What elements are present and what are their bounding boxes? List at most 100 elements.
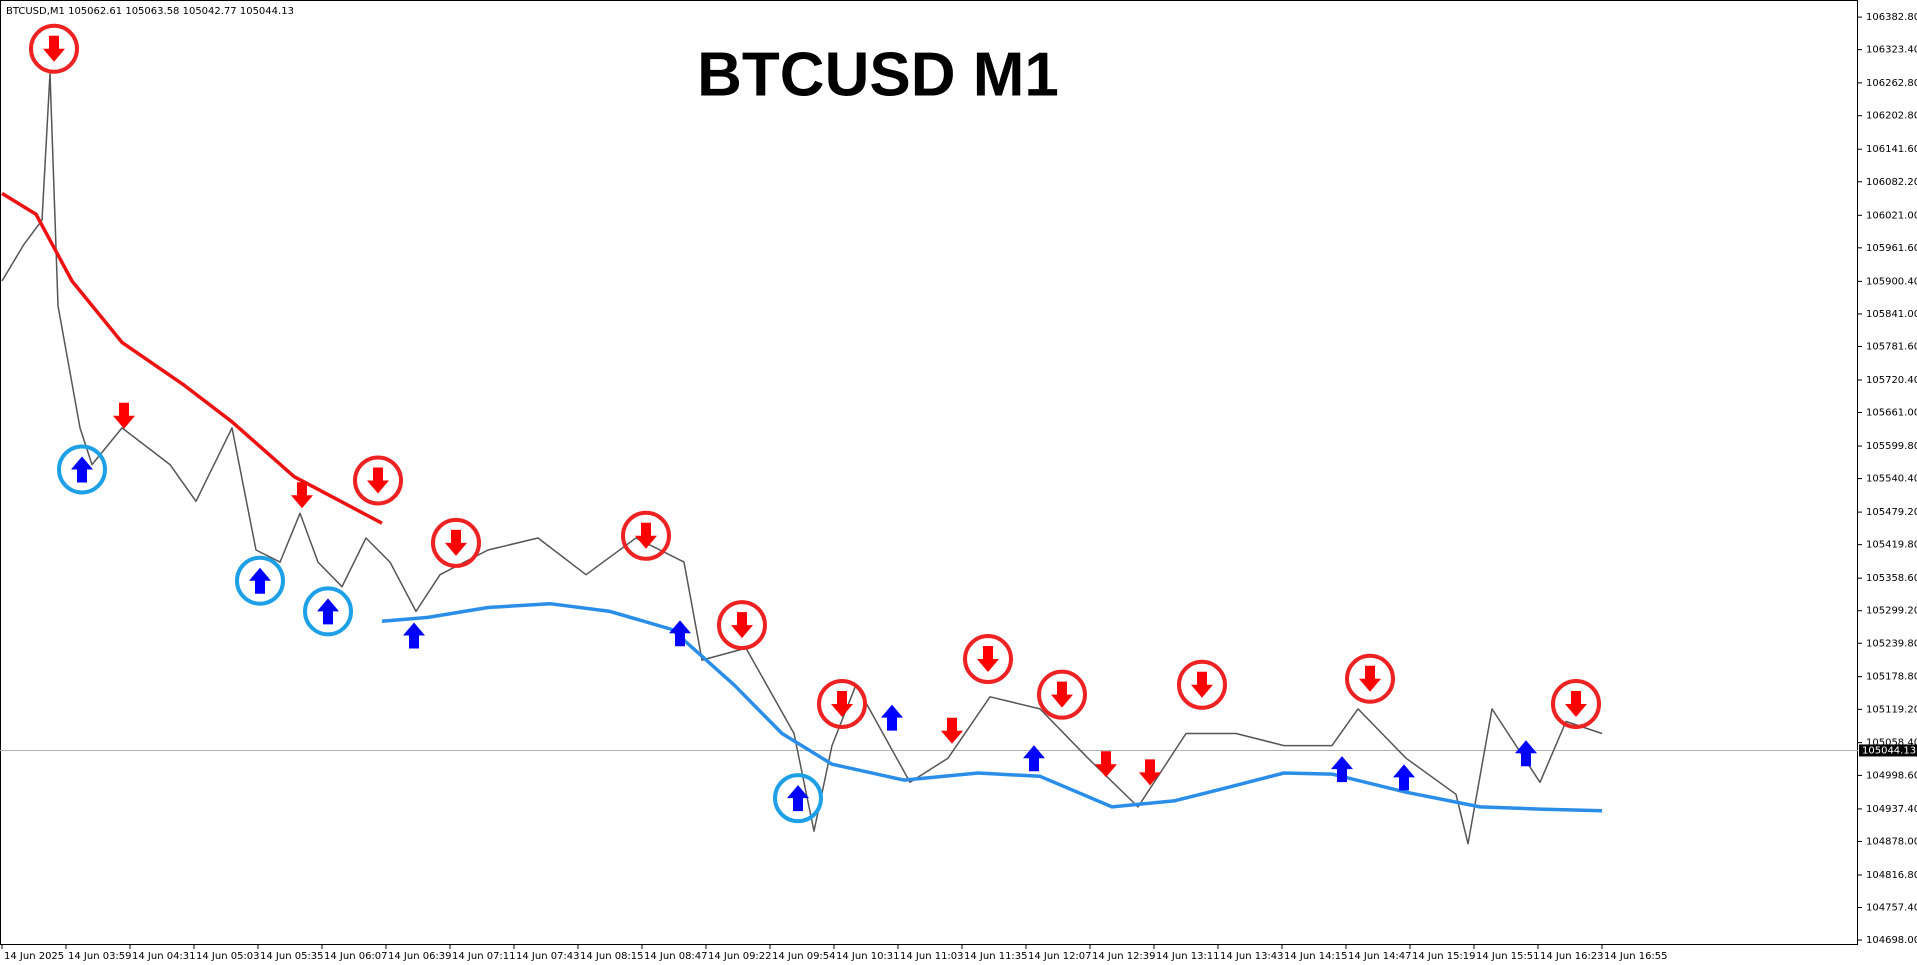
sell-arrow (367, 467, 389, 494)
x-tick-label: 14 Jun 13:11 (1156, 951, 1220, 962)
x-tick-label: 14 Jun 15:19 (1412, 951, 1476, 962)
y-tick-label: 105299.20 (1866, 606, 1917, 617)
x-tick-label: 14 Jun 07:11 (452, 951, 516, 962)
x-tick-label: 14 Jun 2025 (4, 951, 64, 962)
series-line (381, 601, 1603, 813)
sell-arrow (1359, 665, 1381, 692)
y-tick-label: 105781.60 (1866, 341, 1917, 352)
series-line (1, 72, 1603, 845)
sell-arrow (1565, 690, 1587, 717)
x-tick-label: 14 Jun 10:31 (836, 951, 900, 962)
signal-ring (29, 23, 79, 74)
y-tick-label: 106141.60 (1866, 144, 1917, 155)
y-tick-label: 104757.40 (1866, 903, 1917, 914)
y-tick-label: 105058.40 (1866, 738, 1917, 749)
buy-arrow (1393, 764, 1415, 791)
x-tick-label: 14 Jun 08:15 (580, 951, 644, 962)
sell-arrow (445, 529, 467, 556)
y-tick-label: 106262.80 (1866, 78, 1917, 89)
x-tick-label: 14 Jun 05:03 (196, 951, 260, 962)
x-tick-label: 14 Jun 06:39 (388, 951, 452, 962)
sell-arrow (1139, 759, 1161, 786)
signal-ring (303, 586, 353, 637)
y-tick-label: 105178.80 (1866, 672, 1917, 683)
y-tick-label: 106082.20 (1866, 177, 1917, 188)
signal-ring (717, 600, 767, 651)
x-tick-label: 14 Jun 16:55 (1604, 951, 1668, 962)
sell-arrow (941, 717, 963, 744)
y-tick-label: 105599.80 (1866, 441, 1917, 452)
buy-arrow (1023, 745, 1045, 772)
x-tick-label: 14 Jun 12:39 (1092, 951, 1156, 962)
sell-arrow (831, 690, 853, 717)
y-tick-label: 105239.80 (1866, 638, 1917, 649)
y-tick-label: 105841.00 (1866, 309, 1917, 320)
buy-arrow (1515, 740, 1537, 767)
buy-arrow (787, 785, 809, 812)
buy-arrow (317, 598, 339, 625)
x-tick-label: 14 Jun 08:47 (644, 951, 708, 962)
buy-arrow (71, 456, 93, 483)
symbol-info: BTCUSD,M1 105062.61 105063.58 105042.77 … (6, 6, 294, 17)
sell-arrow (291, 482, 313, 509)
y-tick-label: 105900.40 (1866, 276, 1917, 287)
x-tick-label: 14 Jun 09:22 (708, 951, 772, 962)
buy-arrow (1331, 756, 1353, 783)
sell-arrow (43, 35, 65, 62)
y-tick-label: 105479.20 (1866, 507, 1917, 518)
signal-ring (773, 773, 823, 824)
signal-ring (963, 634, 1013, 685)
y-tick-label: 104878.00 (1866, 836, 1917, 847)
sell-arrow (1191, 671, 1213, 698)
signal-ring (235, 555, 285, 606)
signal-ring (817, 678, 867, 729)
y-tick-label: 106323.40 (1866, 45, 1917, 56)
signal-ring (1551, 678, 1601, 729)
x-tick-label: 14 Jun 11:03 (900, 951, 964, 962)
y-tick-label: 104698.00 (1866, 935, 1917, 946)
signal-ring (431, 517, 481, 568)
x-tick-label: 14 Jun 13:43 (1220, 951, 1284, 962)
buy-arrow (249, 567, 271, 594)
y-tick-label: 105119.20 (1866, 704, 1917, 715)
y-tick-label: 105540.40 (1866, 474, 1917, 485)
y-tick-label: 105720.40 (1866, 375, 1917, 386)
sell-arrow (113, 402, 135, 429)
y-tick-label: 105419.80 (1866, 540, 1917, 551)
sell-arrow (635, 522, 657, 549)
signal-ring (1345, 653, 1395, 704)
chart-title: BTCUSD M1 (697, 40, 1059, 109)
x-tick-label: 14 Jun 03:59 (68, 951, 132, 962)
last-price-box (1859, 744, 1917, 757)
buy-arrow (881, 704, 903, 731)
y-tick-label: 106202.80 (1866, 111, 1917, 122)
plot-frame (0, 0, 1858, 945)
signal-ring (1177, 659, 1227, 710)
buy-arrow (403, 622, 425, 649)
last-price-label: 105044.13 (1862, 745, 1916, 756)
signal-ring (621, 510, 671, 561)
y-tick-label: 106021.00 (1866, 210, 1917, 221)
x-tick-label: 14 Jun 05:35 (260, 951, 324, 962)
x-tick-label: 14 Jun 07:43 (516, 951, 580, 962)
y-tick-label: 104816.80 (1866, 870, 1917, 881)
sell-arrow (1095, 751, 1117, 778)
sell-arrow (731, 612, 753, 639)
series-line (1, 191, 383, 525)
y-tick-label: 105358.60 (1866, 573, 1917, 584)
y-tick-label: 106382.80 (1866, 12, 1917, 23)
y-tick-label: 105661.00 (1866, 408, 1917, 419)
y-tick-label: 105961.60 (1866, 243, 1917, 254)
signal-ring (1037, 669, 1087, 720)
x-tick-label: 14 Jun 09:54 (772, 951, 836, 962)
buy-arrow (669, 620, 691, 647)
x-tick-label: 14 Jun 06:07 (324, 951, 388, 962)
x-tick-label: 14 Jun 12:07 (1028, 951, 1092, 962)
x-tick-label: 14 Jun 16:23 (1540, 951, 1604, 962)
signal-ring (57, 444, 107, 495)
y-tick-label: 104937.40 (1866, 804, 1917, 815)
x-tick-label: 14 Jun 15:51 (1476, 951, 1540, 962)
x-tick-label: 14 Jun 14:15 (1284, 951, 1348, 962)
